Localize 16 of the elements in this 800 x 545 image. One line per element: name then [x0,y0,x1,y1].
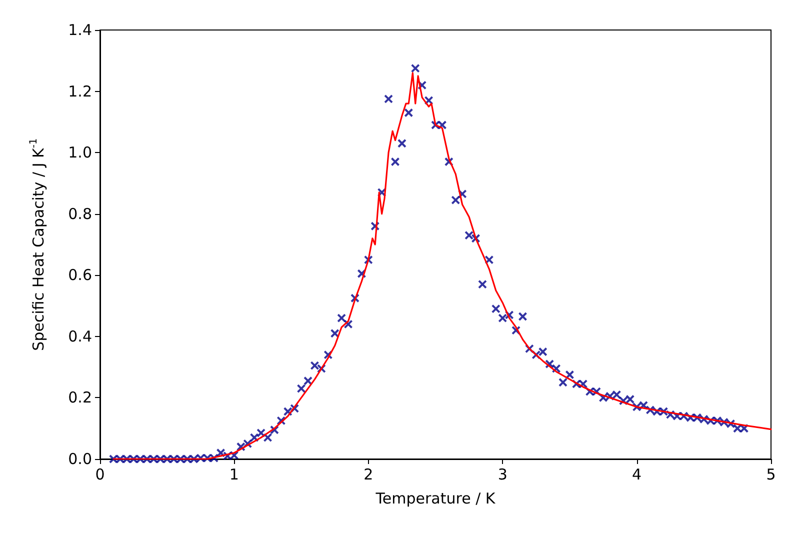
y-tick-label: 0.6 [68,266,92,284]
y-tick-label: 1.2 [68,82,92,100]
x-tick-label: 2 [364,466,374,484]
x-tick-label: 3 [498,466,508,484]
y-tick-label: 0.0 [68,450,92,468]
y-tick-label: 1.4 [68,21,92,39]
y-tick-label: 1.0 [68,144,92,162]
x-tick-label: 0 [95,466,105,484]
y-axis-title: Specific Heat Capacity / J K-1 [28,138,48,351]
x-axis-title: Temperature / K [374,490,496,508]
y-tick-label: 0.2 [68,388,92,407]
x-tick-label: 1 [229,466,239,484]
y-tick-label: 0.4 [68,327,92,346]
x-tick-label: 4 [632,466,642,484]
y-tick-label: 0.8 [68,204,92,223]
x-tick-label: 5 [766,466,776,484]
